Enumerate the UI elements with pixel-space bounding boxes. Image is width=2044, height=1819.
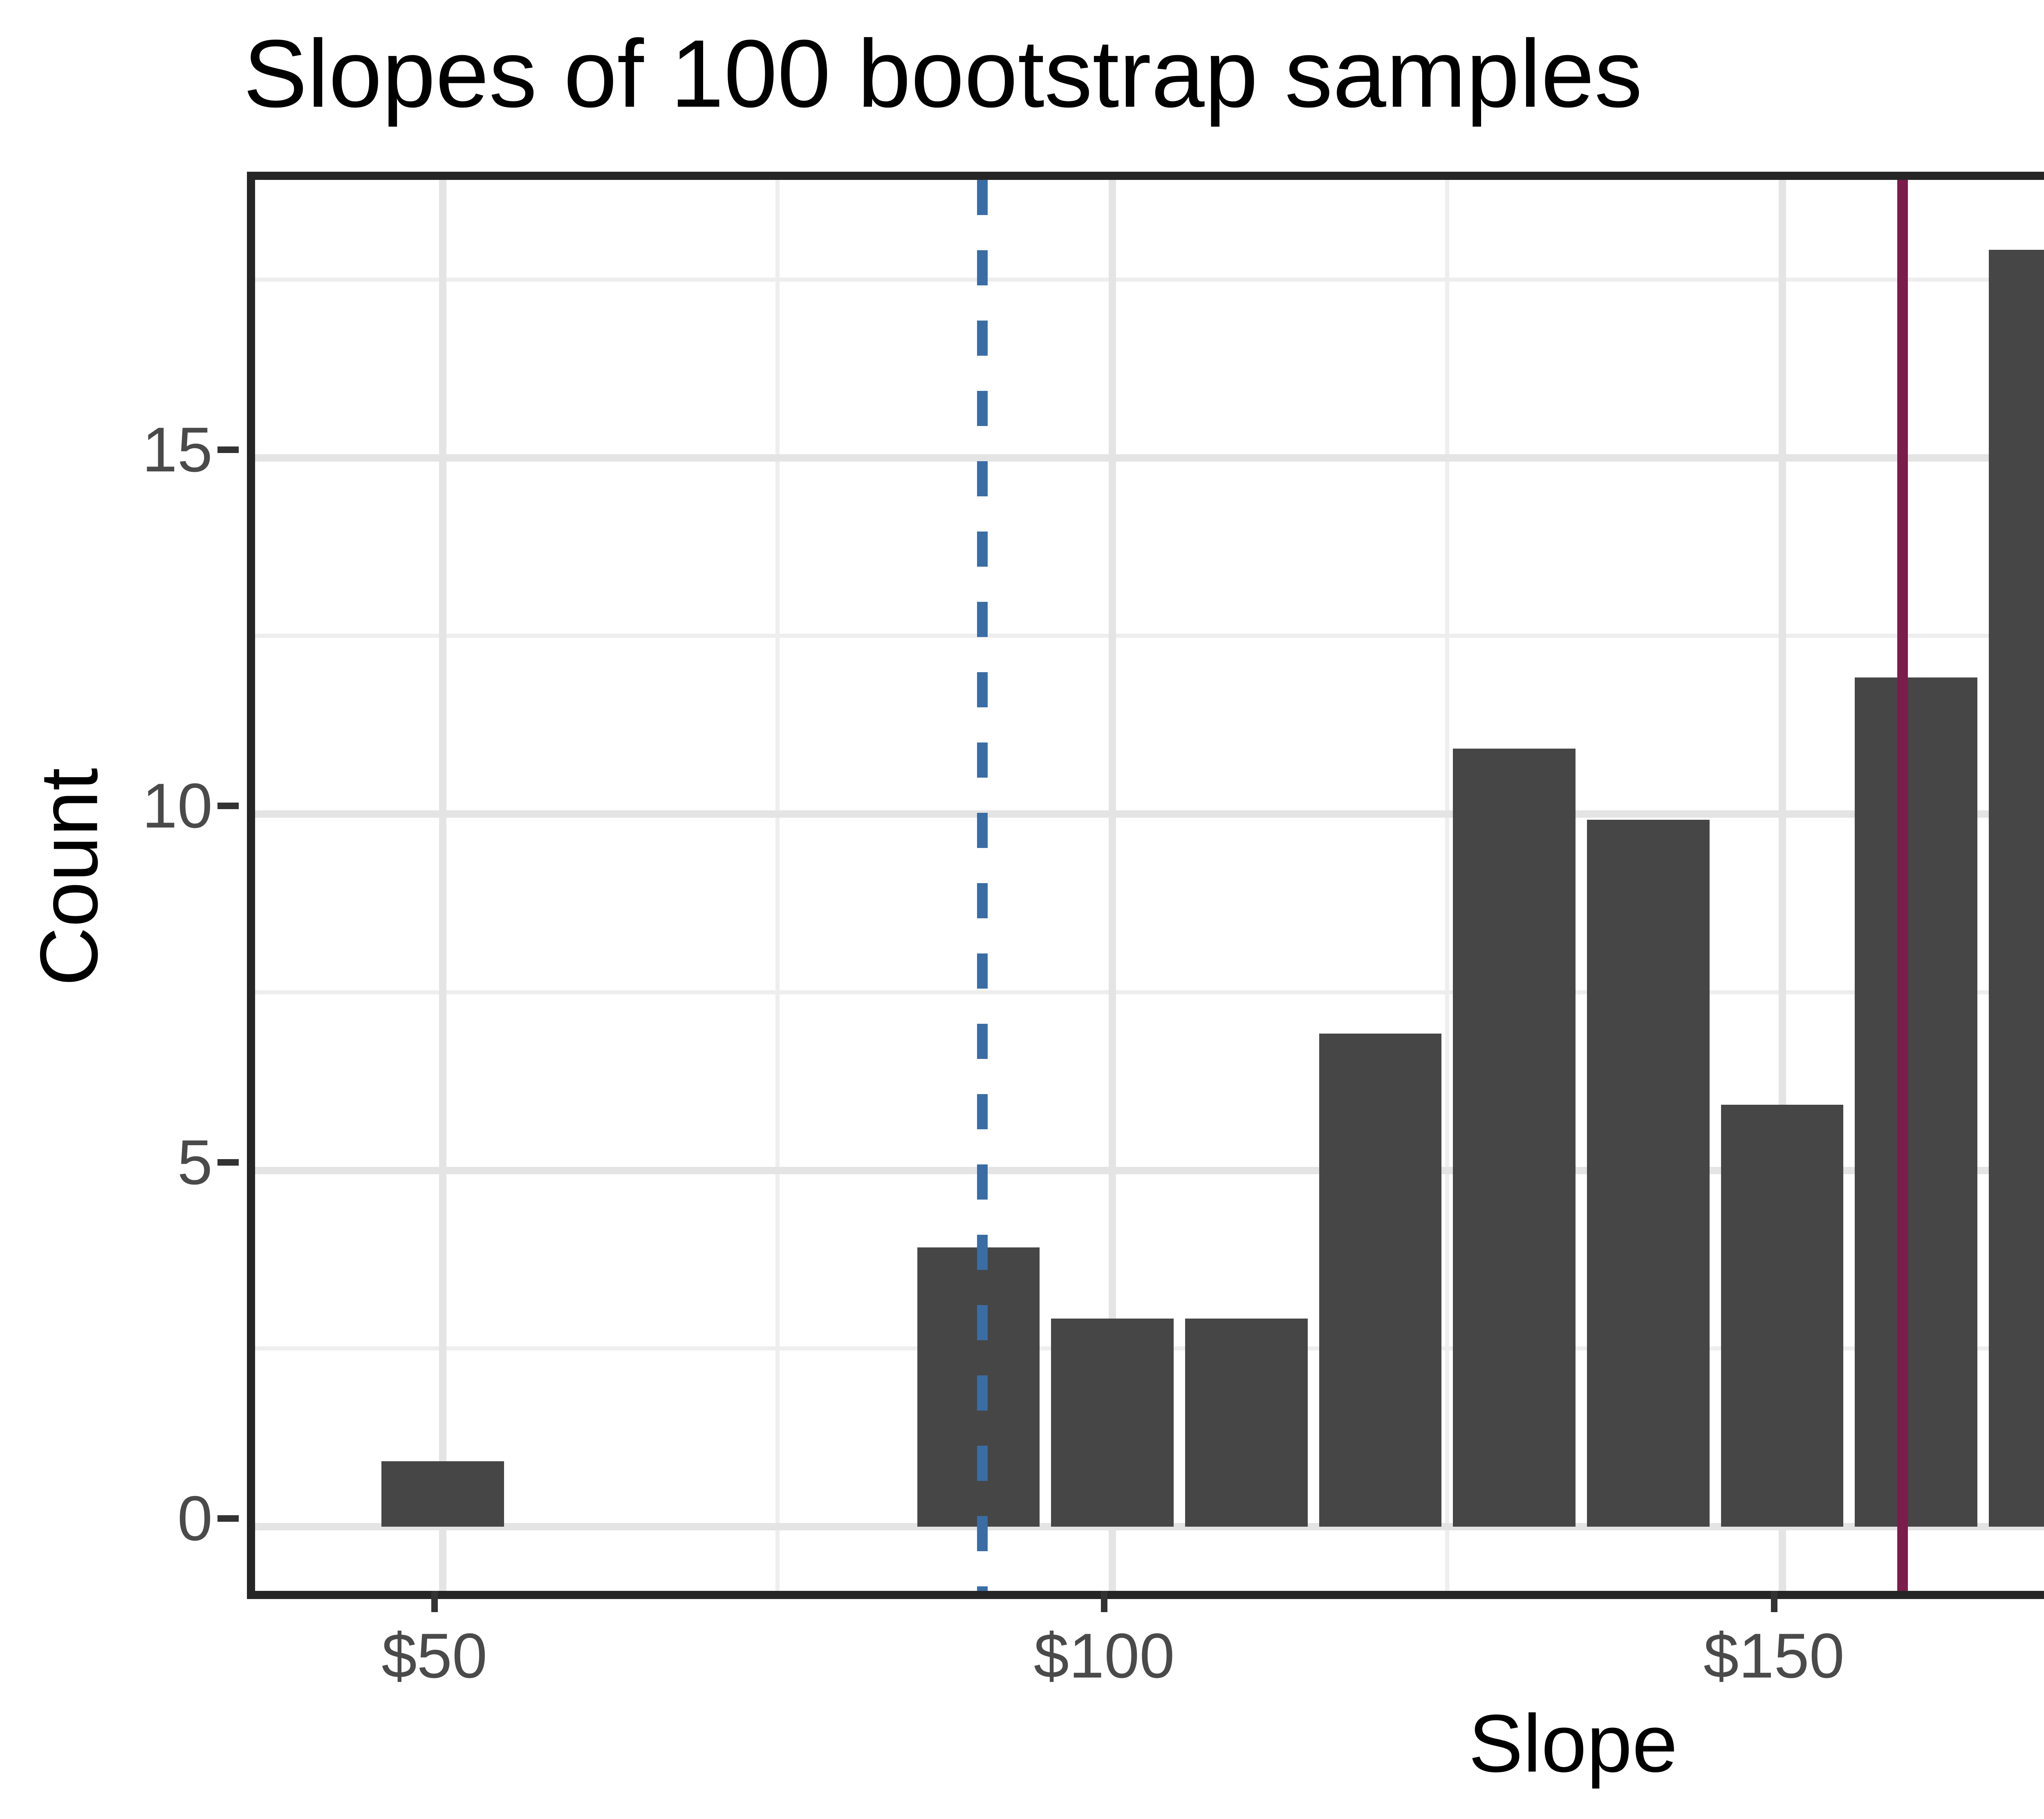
- x-axis-tick: [431, 1591, 438, 1612]
- gridline-minor-horizontal: [255, 278, 2044, 282]
- gridline-major-vertical: [439, 180, 446, 1591]
- x-axis-title: Slope: [1468, 1698, 1678, 1789]
- histogram-bar: [1587, 820, 1710, 1527]
- histogram-bar: [1453, 748, 1576, 1527]
- x-tick-label: $50: [381, 1620, 488, 1691]
- histogram-bar: [1989, 249, 2044, 1527]
- y-tick-label: 10: [142, 770, 213, 841]
- gridline-minor-horizontal: [255, 634, 2044, 638]
- gridline-minor-vertical: [775, 180, 780, 1591]
- histogram-bar: [1319, 1034, 1442, 1527]
- histogram-bar: [1051, 1319, 1174, 1527]
- x-tick-label: $100: [1033, 1620, 1175, 1691]
- observed-slope-line: [1897, 180, 1908, 1591]
- x-axis-tick: [1101, 1591, 1108, 1612]
- histogram-bar: [1185, 1319, 1308, 1527]
- gridline-major-vertical: [1109, 180, 1116, 1591]
- histogram-bar: [381, 1461, 504, 1527]
- y-axis-tick: [217, 446, 239, 453]
- histogram-bar: [1855, 677, 1978, 1527]
- y-axis-title: Count: [23, 768, 115, 986]
- y-tick-label: 0: [177, 1483, 213, 1554]
- y-tick-label: 5: [177, 1126, 213, 1198]
- gridline-major-horizontal: [255, 810, 2044, 818]
- x-tick-label: $150: [1703, 1620, 1845, 1691]
- gridline-major-horizontal: [255, 454, 2044, 462]
- histogram-bar: [1721, 1105, 1844, 1527]
- y-axis-tick: [217, 1515, 239, 1522]
- y-axis-tick: [217, 803, 239, 810]
- gridline-minor-vertical: [1445, 180, 1450, 1591]
- gridline-minor-horizontal: [255, 990, 2044, 994]
- plot-panel: [247, 172, 2044, 1599]
- y-axis-tick: [217, 1159, 239, 1166]
- x-axis-tick: [1771, 1591, 1777, 1612]
- ci-lower-line: [977, 180, 988, 1591]
- chart-title: Slopes of 100 bootstrap samples: [243, 20, 1643, 127]
- y-tick-label: 15: [142, 414, 213, 485]
